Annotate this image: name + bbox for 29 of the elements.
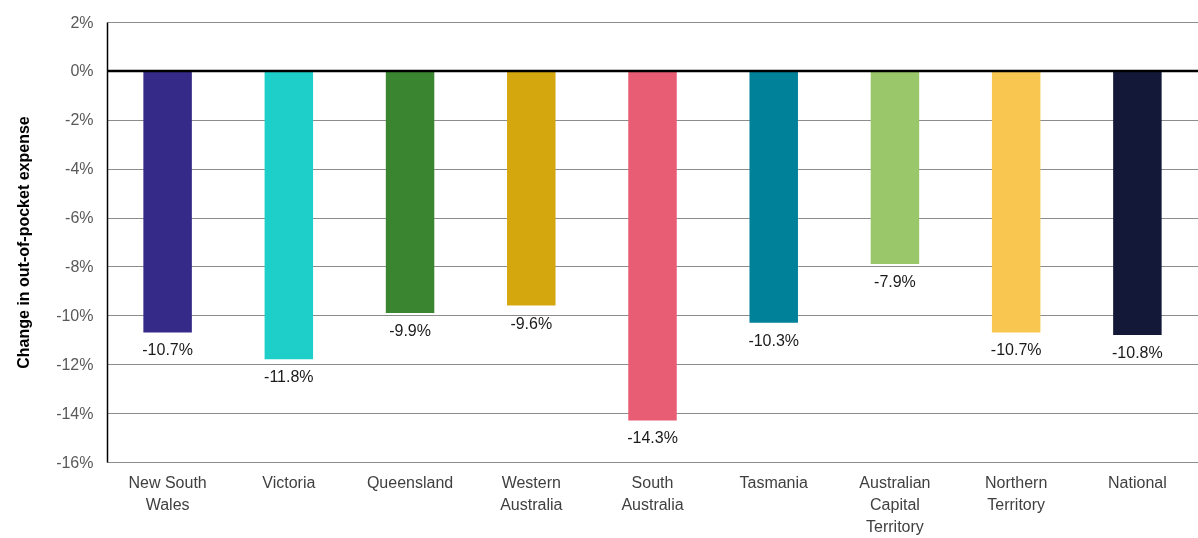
data-label: -10.8% [1112, 343, 1163, 361]
data-label: -14.3% [627, 429, 678, 447]
data-label: -10.7% [990, 341, 1042, 359]
data-label: -7.9% [874, 273, 916, 290]
data-label: -10.7% [142, 341, 193, 359]
x-tick-label: Western Australia [500, 473, 563, 513]
x-tick-label: Australian Capital Territory [859, 473, 931, 535]
y-axis-title: Change in out-of-pocket expense [15, 116, 33, 369]
x-tick-label: Queensland [366, 473, 454, 491]
y-tick-label: 2% [70, 13, 94, 31]
y-tick-label: 0% [70, 62, 94, 80]
x-tick-label: Victoria [262, 473, 316, 491]
y-tick-label: -16% [56, 453, 94, 471]
x-tick-label: South Australia [621, 473, 684, 513]
x-tick-label: National [1108, 473, 1167, 491]
data-label: -11.8% [264, 368, 314, 386]
y-tick-label: -8% [65, 257, 94, 275]
y-tick-label: -12% [56, 355, 94, 373]
x-tick-label: Northern Territory [985, 473, 1048, 513]
y-tick-label: -10% [56, 306, 94, 324]
data-label: -9.9% [389, 321, 431, 339]
data-label: -9.6% [510, 314, 553, 332]
x-tick-label: Tasmania [739, 473, 809, 491]
y-tick-label: -14% [56, 404, 94, 422]
data-label: -10.3% [748, 331, 800, 349]
y-tick-label: -6% [65, 209, 94, 227]
y-tick-label: -2% [65, 111, 94, 129]
x-tick-label: New South Wales [128, 473, 207, 513]
y-tick-label: -4% [65, 160, 94, 178]
